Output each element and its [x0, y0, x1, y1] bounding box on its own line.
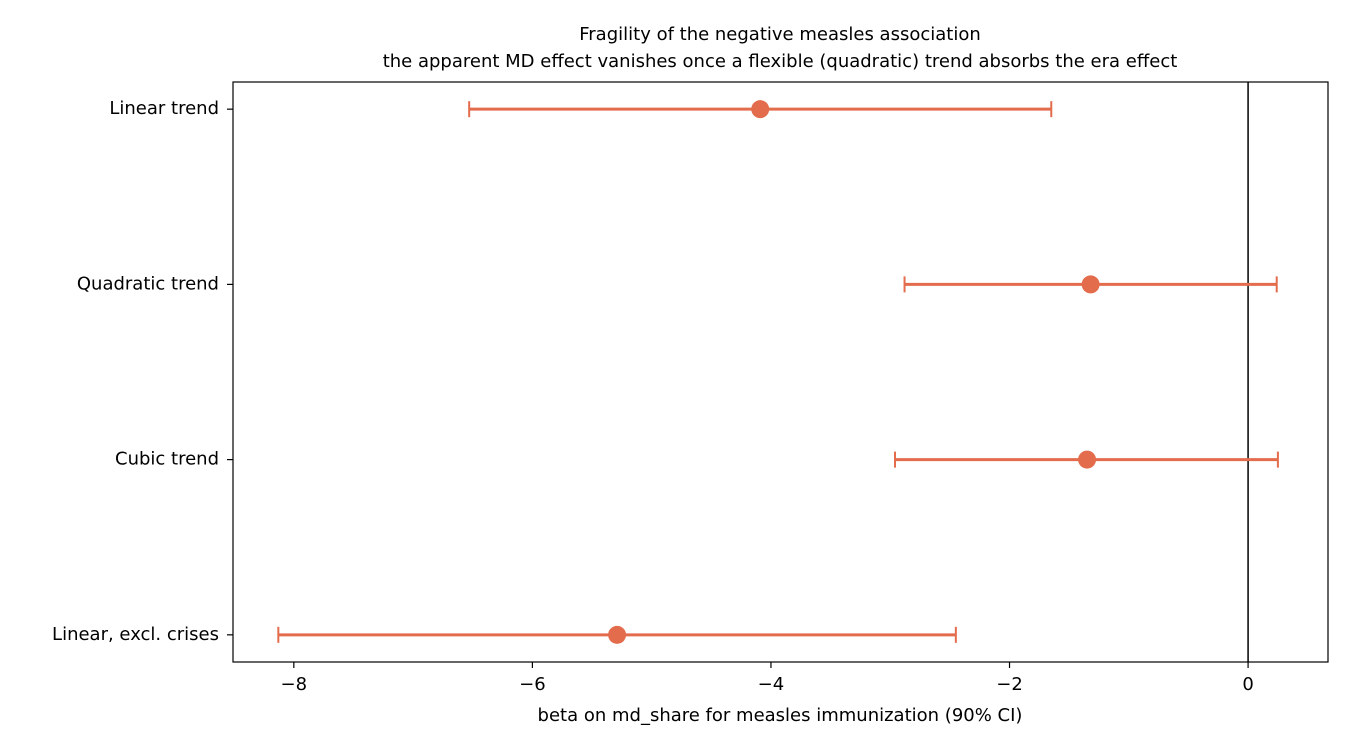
chart-title: Fragility of the negative measles associ…: [579, 24, 981, 45]
y-tick-label: Cubic trend: [115, 449, 219, 470]
y-tick-label: Quadratic trend: [77, 273, 219, 294]
x-tick-label: 0: [1242, 674, 1253, 695]
point-estimate: [1081, 275, 1100, 294]
plot-frame: [232, 81, 1329, 663]
chart-subtitle: the apparent MD effect vanishes once a f…: [383, 51, 1178, 72]
x-tick-label: −8: [281, 674, 308, 695]
y-tick-label: Linear, excl. crises: [52, 624, 219, 645]
point-estimate: [751, 100, 770, 119]
x-tick-label: −2: [996, 674, 1023, 695]
x-tick-label: −4: [758, 674, 785, 695]
point-estimate: [608, 625, 627, 644]
y-tick-label: Linear trend: [109, 98, 219, 119]
x-tick-label: −6: [519, 674, 546, 695]
point-estimate: [1078, 450, 1097, 469]
x-axis-label: beta on md_share for measles immunizatio…: [538, 705, 1023, 726]
